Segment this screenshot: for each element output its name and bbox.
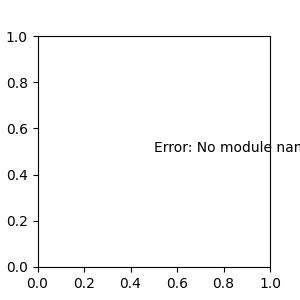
Text: Error: No module named 'rdkit': Error: No module named 'rdkit'	[154, 140, 300, 154]
